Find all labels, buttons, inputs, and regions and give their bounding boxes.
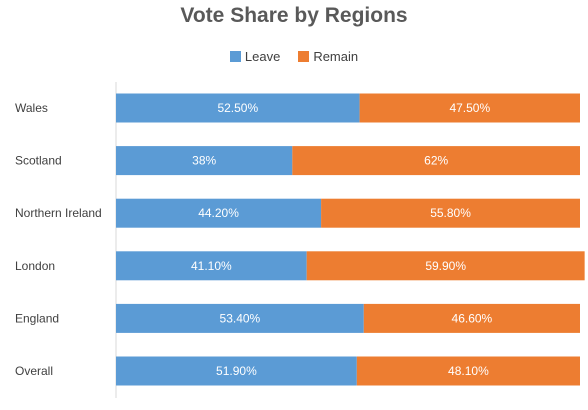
bar-leave-england bbox=[116, 303, 364, 333]
data-label-leave-england: 53.40% bbox=[220, 311, 261, 325]
bar-leave-overall bbox=[116, 356, 357, 386]
legend-entry-remain: Remain bbox=[298, 49, 358, 64]
bar-remain-overall bbox=[356, 356, 580, 386]
category-label-wales: Wales bbox=[15, 101, 48, 115]
data-label-leave-northern-ireland: 44.20% bbox=[198, 206, 239, 220]
category-label-overall: Overall bbox=[15, 364, 53, 378]
bar-leave-northern-ireland bbox=[116, 198, 322, 228]
category-label-scotland: Scotland bbox=[15, 154, 62, 168]
data-label-remain-northern-ireland: 55.80% bbox=[430, 206, 471, 220]
data-label-remain-london: 59.90% bbox=[425, 259, 466, 273]
data-label-remain-scotland: 62% bbox=[424, 154, 448, 168]
bars-layer: Wales 52.50% 47.50% Scotland 38% 62% Northern … bbox=[15, 93, 585, 386]
data-label-leave-london: 41.10% bbox=[191, 259, 232, 273]
data-label-remain-wales: 47.50% bbox=[449, 101, 490, 115]
chart-title: Vote Share by Regions bbox=[180, 4, 408, 27]
data-label-leave-scotland: 38% bbox=[192, 154, 216, 168]
bar-remain-london bbox=[306, 251, 585, 281]
legend-label-remain: Remain bbox=[313, 49, 359, 64]
bar-leave-london bbox=[116, 251, 307, 281]
legend: Leave Remain bbox=[0, 49, 588, 64]
category-label-northern-ireland: Northern Ireland bbox=[15, 206, 102, 220]
bar-remain-northern-ireland bbox=[321, 198, 580, 228]
bar-remain-wales bbox=[359, 93, 580, 123]
legend-swatch-leave bbox=[229, 51, 241, 62]
legend-label-leave: Leave bbox=[244, 49, 281, 64]
legend-swatch-remain bbox=[298, 51, 310, 62]
bar-remain-england bbox=[363, 303, 580, 333]
legend-entry-leave: Leave bbox=[229, 49, 281, 64]
bar-remain-scotland bbox=[292, 146, 580, 176]
bar-leave-scotland bbox=[116, 146, 293, 176]
category-label-england: England bbox=[15, 311, 59, 325]
data-label-leave-wales: 52.50% bbox=[217, 101, 258, 115]
data-label-remain-overall: 48.10% bbox=[448, 364, 489, 378]
data-label-leave-overall: 51.90% bbox=[216, 364, 257, 378]
data-label-remain-england: 46.60% bbox=[452, 311, 493, 325]
bar-leave-wales bbox=[116, 93, 360, 123]
category-label-london: London bbox=[15, 259, 55, 273]
